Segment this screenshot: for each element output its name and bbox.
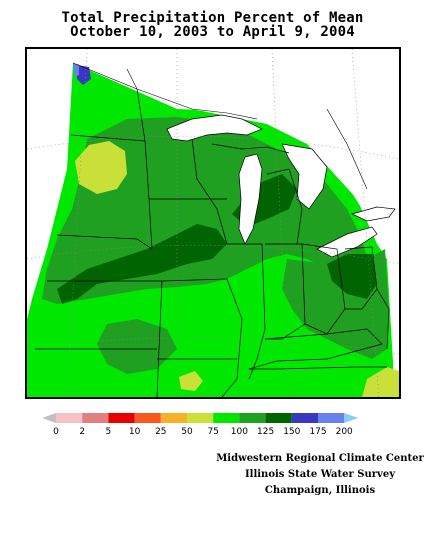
lake-ontario [350, 206, 396, 222]
lake-superior [166, 114, 263, 142]
region-blue-corner [77, 65, 91, 85]
credit-location: Champaign, Illinois [264, 485, 376, 496]
legend-label: 175 [309, 427, 327, 437]
legend-label: 200 [335, 427, 353, 437]
legend-label: 5 [105, 427, 112, 437]
legend-swatch [108, 413, 135, 423]
region-yellow-green-southeast [362, 367, 399, 397]
region-yellow-green-south [179, 371, 203, 391]
legend-swatch [56, 413, 83, 423]
credit-organization: Midwestern Regional Climate Center [216, 453, 424, 464]
legend-color-bar [42, 413, 359, 423]
legend-label: 50 [181, 427, 193, 437]
map-title: Total Precipitation Percent of Mean [61, 10, 364, 26]
region-yellow-green-dakota [75, 141, 127, 194]
legend-label: 75 [207, 427, 219, 437]
legend-label: 125 [257, 427, 275, 437]
legend-label: 25 [155, 427, 167, 437]
state-boundaries [35, 88, 390, 397]
legend-swatch [318, 413, 345, 423]
map-subtitle-date-range: October 10, 2003 to April 9, 2004 [70, 24, 355, 40]
region-dark-green-west [57, 224, 227, 304]
legend-swatch [291, 413, 318, 423]
legend-swatch [239, 413, 266, 423]
canada-boundaries [72, 62, 368, 190]
legend-label: 150 [283, 427, 301, 437]
legend-swatch [344, 413, 359, 423]
region-mid-green-southwest [97, 319, 177, 374]
legend-swatch [265, 413, 292, 423]
map-panel [25, 47, 401, 399]
legend-swatch [187, 413, 214, 423]
canada-no-data-upper-left [27, 63, 73, 134]
legend-label: 0 [53, 427, 59, 437]
legend-swatch [160, 413, 187, 423]
lake-michigan [238, 153, 263, 245]
legend-label: 2 [79, 427, 86, 437]
credit-survey: Illinois State Water Survey [244, 469, 396, 480]
precipitation-map [27, 49, 399, 397]
legend-swatch [42, 413, 56, 423]
color-legend: 0 2 5 10 25 50 75 100 125 150 175 200 [40, 411, 386, 441]
region-light-blue-corner [73, 63, 79, 77]
legend-swatch [134, 413, 161, 423]
lake-erie [316, 226, 378, 258]
canada-no-data-area [27, 49, 399, 239]
legend-swatch [213, 413, 240, 423]
legend-label: 10 [128, 427, 141, 437]
legend-label: 100 [230, 427, 248, 437]
lake-huron [281, 143, 328, 210]
legend-swatch [82, 413, 109, 423]
